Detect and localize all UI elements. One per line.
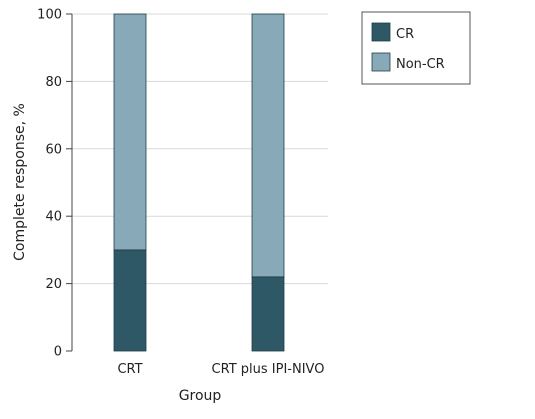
bar-segment-cr [251, 276, 285, 352]
y-axis-title: Complete response, % [12, 103, 28, 261]
bar-segment-cr [113, 249, 147, 352]
x-tick-labels: CRT CRT plus IPI-NIVO [117, 362, 324, 377]
y-tick-label: 20 [45, 277, 62, 292]
y-tick-label: 60 [45, 142, 62, 157]
axes [66, 13, 73, 352]
legend-label: CR [396, 27, 414, 42]
bars [113, 13, 285, 352]
y-tick-labels: 0 20 40 60 80 100 [37, 8, 62, 360]
y-tick-label: 80 [45, 75, 62, 90]
gridlines [72, 13, 328, 285]
x-tick-label: CRT plus IPI-NIVO [212, 362, 325, 377]
x-tick-label: CRT [117, 362, 142, 377]
y-tick-label: 0 [54, 345, 62, 360]
legend-swatch [371, 22, 391, 42]
legend-label: Non-CR [396, 57, 445, 72]
legend-swatch [371, 52, 391, 72]
bar-segment-non-cr [113, 13, 147, 251]
y-tick-label: 100 [37, 8, 62, 23]
y-tick-label: 40 [45, 210, 62, 225]
bar-segment-non-cr [251, 13, 285, 278]
x-axis-title: Group [179, 388, 222, 404]
legend: CR Non-CR [361, 11, 471, 85]
